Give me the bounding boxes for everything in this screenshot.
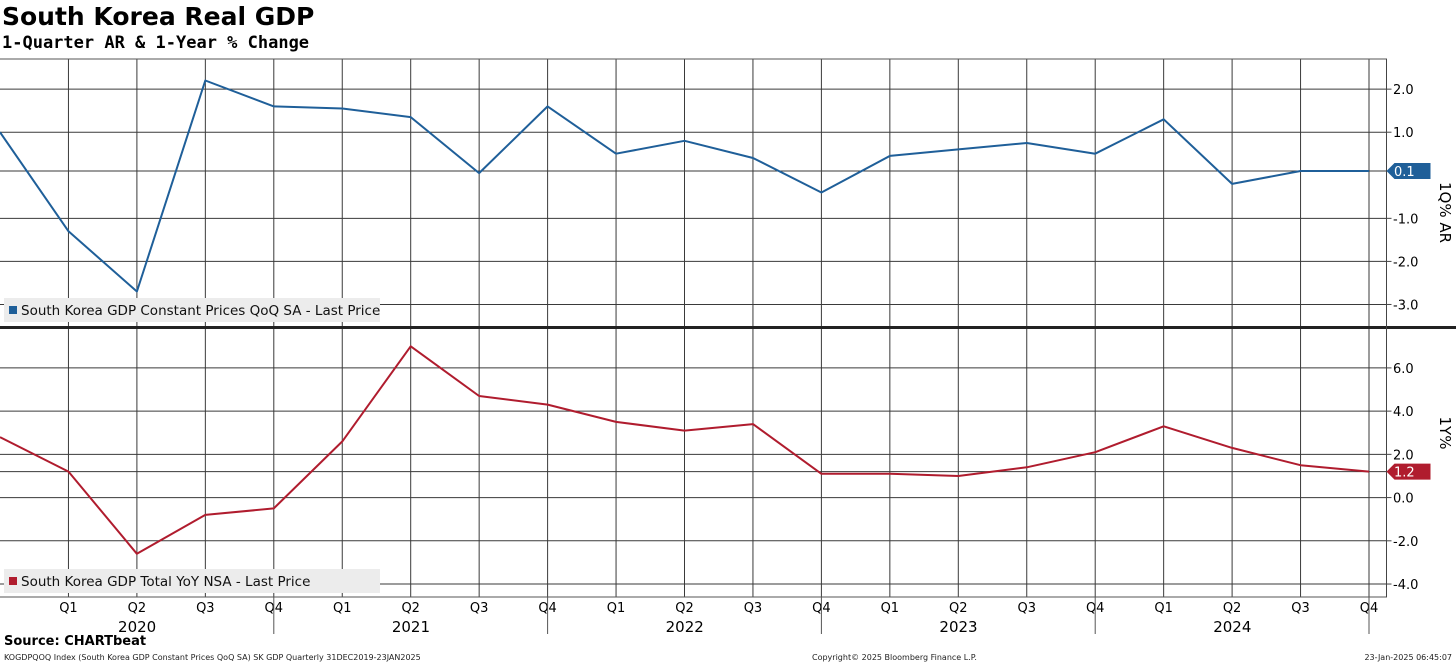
y-axis-label: 1Y%: [1436, 417, 1454, 450]
x-tick-label: Q1: [881, 601, 900, 616]
legend: South Korea GDP Total YoY NSA - Last Pri…: [4, 569, 380, 593]
x-year-label: 2021: [392, 618, 430, 636]
y-axes: 2.0 1.0 0.1 -1.0 -2.0 -3.0 1Q% AR 6.0 4.0 2.0 1.2 0…: [1386, 83, 1454, 593]
x-tick-label: Q1: [607, 601, 626, 616]
y-tick-label: -1.0: [1393, 212, 1418, 227]
y-tick-label: -3.0: [1393, 298, 1418, 313]
last-value-badge: [1386, 162, 1431, 179]
last-value-badge: [1386, 463, 1431, 480]
x-tick-label: Q1: [1154, 601, 1173, 616]
y-tick-label: -2.0: [1393, 535, 1418, 550]
series-line: [0, 79, 1369, 293]
x-tick-label: Q2: [675, 601, 694, 616]
legend-label: South Korea GDP Constant Prices QoQ SA -…: [21, 303, 380, 319]
chart-subtitle: 1-Quarter AR & 1-Year % Change: [2, 33, 310, 53]
x-tick-label: Q3: [470, 601, 489, 616]
series-line: [0, 345, 1370, 555]
y-tick-label: 2.0: [1393, 448, 1414, 463]
last-value-label: 1.2: [1394, 466, 1415, 481]
y-tick-label: 2.0: [1393, 83, 1414, 98]
x-tick-label: Q3: [1017, 601, 1036, 616]
legend-swatch: [9, 577, 17, 585]
footer-copyright: Copyright© 2025 Bloomberg Finance L.P.: [812, 653, 977, 662]
y-tick-label: 1.0: [1393, 126, 1414, 141]
y-tick-label: -4.0: [1393, 578, 1418, 593]
x-year-label: 2020: [118, 618, 156, 636]
x-axis: Q1 Q2 Q3 Q4 Q1 Q2 Q3 Q4 Q1 Q2 Q3 Q4 Q1 Q2 Q3 Q4 Q1 Q2 Q3 Q4…: [59, 597, 1378, 636]
x-year-label: 2023: [939, 618, 977, 636]
footer-left: KOGDPQOQ Index (South Korea GDP Constant…: [4, 653, 421, 662]
x-tick-label: Q2: [949, 601, 968, 616]
footer-timestamp: 23-Jan-2025 06:45:07: [1364, 653, 1452, 662]
series-lines: [0, 79, 1370, 555]
chart-title: South Korea Real GDP: [2, 2, 315, 31]
x-tick-label: Q2: [128, 601, 147, 616]
x-year-label: 2022: [666, 618, 704, 636]
legend-swatch: [9, 306, 17, 314]
last-value-label: 0.1: [1394, 165, 1415, 180]
x-tick-label: Q3: [744, 601, 763, 616]
y-tick-label: 4.0: [1393, 405, 1414, 420]
x-tick-label: Q2: [1223, 601, 1242, 616]
legend-label: South Korea GDP Total YoY NSA - Last Pri…: [21, 574, 310, 590]
legend-background: [4, 569, 380, 593]
source-note: Source: CHARTbeat: [4, 634, 147, 649]
x-tick-label: Q3: [196, 601, 215, 616]
legend: South Korea GDP Constant Prices QoQ SA -…: [4, 298, 380, 322]
y-tick-label: 0.0: [1393, 492, 1414, 507]
chart-frame: [0, 58, 1456, 598]
y-tick-label: 6.0: [1393, 362, 1414, 377]
x-tick-label: Q3: [1291, 601, 1310, 616]
x-tick-label: Q1: [333, 601, 352, 616]
x-year-label: 2024: [1213, 618, 1251, 636]
y-axis-label: 1Q% AR: [1436, 182, 1454, 243]
x-tick-label: Q2: [401, 601, 420, 616]
legends: South Korea GDP Constant Prices QoQ SA -…: [4, 298, 380, 593]
x-tick-label: Q1: [59, 601, 78, 616]
legend-background: [4, 298, 380, 322]
y-tick-label: -2.0: [1393, 255, 1418, 270]
